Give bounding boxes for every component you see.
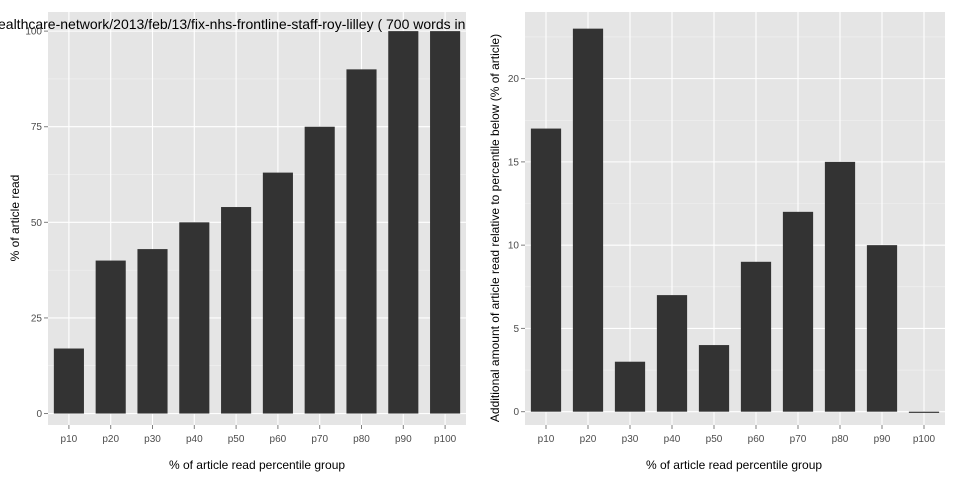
bar-p90 <box>388 31 419 414</box>
bar-p50 <box>221 207 252 414</box>
bar-p40 <box>179 222 210 414</box>
bars <box>53 31 461 414</box>
x-tick-label: p40 <box>186 434 203 445</box>
bar-p20 <box>572 28 604 412</box>
y-tick-label: 0 <box>513 407 519 418</box>
bar-p80 <box>346 69 377 414</box>
y-tick-label: 75 <box>31 122 43 133</box>
bar-p30 <box>614 361 646 412</box>
x-axis-title: % of article read percentile group <box>646 458 822 472</box>
bars <box>530 28 940 413</box>
x-tick-label: p90 <box>874 434 891 445</box>
x-tick-label: p10 <box>538 434 555 445</box>
bar-p100 <box>908 411 940 413</box>
right-chart: 0 5 10 15 20 p10 p20 p30 p40 p50 p60 p70 p80 p90 p100%… <box>488 12 945 472</box>
x-tick-label: p50 <box>228 434 245 445</box>
x-tick-label: p30 <box>144 434 161 445</box>
x-tick-label: p30 <box>622 434 639 445</box>
bar-p40 <box>656 295 688 412</box>
x-tick-label: p60 <box>270 434 287 445</box>
chart-title: ealthcare-network/2013/feb/13/fix-nhs-fr… <box>0 16 465 32</box>
left-chart: 0 25 50 75 100 p10 p20 p30 p40 p50 p60 p70 p80 p90 p10… <box>8 12 466 472</box>
y-tick-label: 20 <box>508 74 520 85</box>
bar-p60 <box>740 261 772 412</box>
bar-p60 <box>262 172 293 414</box>
bar-p70 <box>782 211 814 412</box>
x-tick-label: p70 <box>311 434 328 445</box>
x-axis-title: % of article read percentile group <box>169 458 345 472</box>
bar-p80 <box>824 161 856 412</box>
y-tick-label: 100 <box>25 27 42 38</box>
bar-p20 <box>95 260 126 414</box>
x-tick-label: p50 <box>706 434 723 445</box>
y-tick-label: 0 <box>36 409 42 420</box>
y-tick-label: 15 <box>508 157 520 168</box>
y-axis-title: % of article read <box>8 175 22 262</box>
x-tick-label: p60 <box>748 434 765 445</box>
x-tick-label: p40 <box>664 434 681 445</box>
bar-p10 <box>530 128 562 412</box>
x-tick-label: p100 <box>434 434 457 445</box>
y-tick-label: 5 <box>513 324 519 335</box>
bar-p70 <box>304 126 335 414</box>
y-tick-label: 10 <box>508 241 520 252</box>
x-tick-label: p90 <box>395 434 412 445</box>
bar-p100 <box>430 31 461 414</box>
x-tick-label: p10 <box>61 434 78 445</box>
bar-p90 <box>866 245 898 412</box>
x-tick-label: p20 <box>102 434 119 445</box>
bar-p10 <box>53 348 84 414</box>
x-tick-label: p100 <box>913 434 936 445</box>
bar-p50 <box>698 345 730 412</box>
bar-p30 <box>137 249 168 414</box>
x-tick-label: p80 <box>832 434 849 445</box>
x-tick-label: p80 <box>353 434 370 445</box>
x-tick-label: p20 <box>580 434 597 445</box>
y-axis-title: Additional amount of article read relati… <box>488 34 502 422</box>
x-tick-label: p70 <box>790 434 807 445</box>
y-tick-label: 50 <box>31 218 43 229</box>
y-tick-label: 25 <box>31 313 43 324</box>
